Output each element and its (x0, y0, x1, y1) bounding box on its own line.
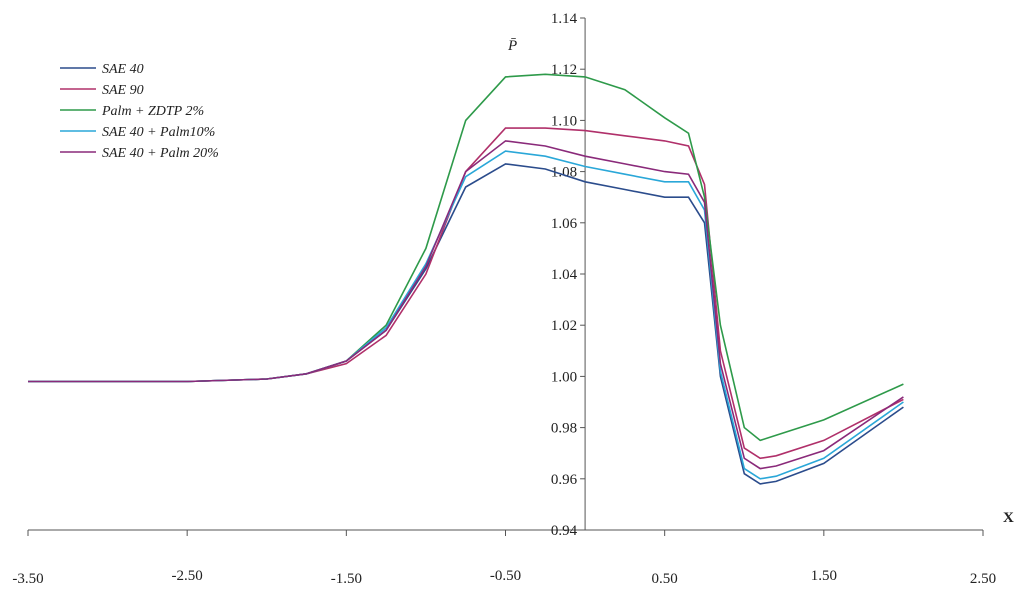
series-line (28, 127, 904, 460)
y-tick-label: 1.00 (551, 369, 577, 385)
x-tick-label: -2.50 (172, 568, 203, 584)
x-tick-label: 1.50 (811, 568, 837, 584)
series-line (28, 140, 904, 470)
legend-label: Palm + ZDTP 2% (101, 104, 204, 119)
y-tick-label: 1.10 (551, 113, 577, 129)
y-tick-label: 1.14 (551, 11, 578, 27)
legend-label: SAE 40 + Palm10% (102, 125, 215, 140)
x-tick-label: 2.50 (970, 571, 996, 587)
y-tick-label: 0.94 (551, 523, 578, 539)
x-tick-label: -3.50 (12, 571, 43, 587)
legend-label: SAE 40 + Palm 20% (102, 146, 219, 161)
y-tick-label: 1.06 (551, 216, 578, 232)
series-line (28, 150, 904, 480)
legend-label: SAE 90 (102, 83, 144, 98)
y-tick-label: 0.96 (551, 472, 578, 488)
x-axis-label: X (1003, 510, 1014, 526)
x-tick-label: -0.50 (490, 568, 521, 584)
x-tick-label: -1.50 (331, 571, 362, 587)
x-tick-label: 0.50 (652, 571, 678, 587)
y-tick-label: 1.04 (551, 267, 578, 283)
y-tick-label: 0.98 (551, 421, 577, 437)
y-tick-label: 1.12 (551, 62, 577, 78)
y-axis-label: P̄ (507, 38, 517, 54)
legend-label: SAE 40 (102, 62, 144, 77)
legend: SAE 40 SAE 90 Palm + ZDTP 2% SAE 40 + Palm1… (60, 62, 219, 161)
y-tick-label: 1.02 (551, 318, 577, 334)
